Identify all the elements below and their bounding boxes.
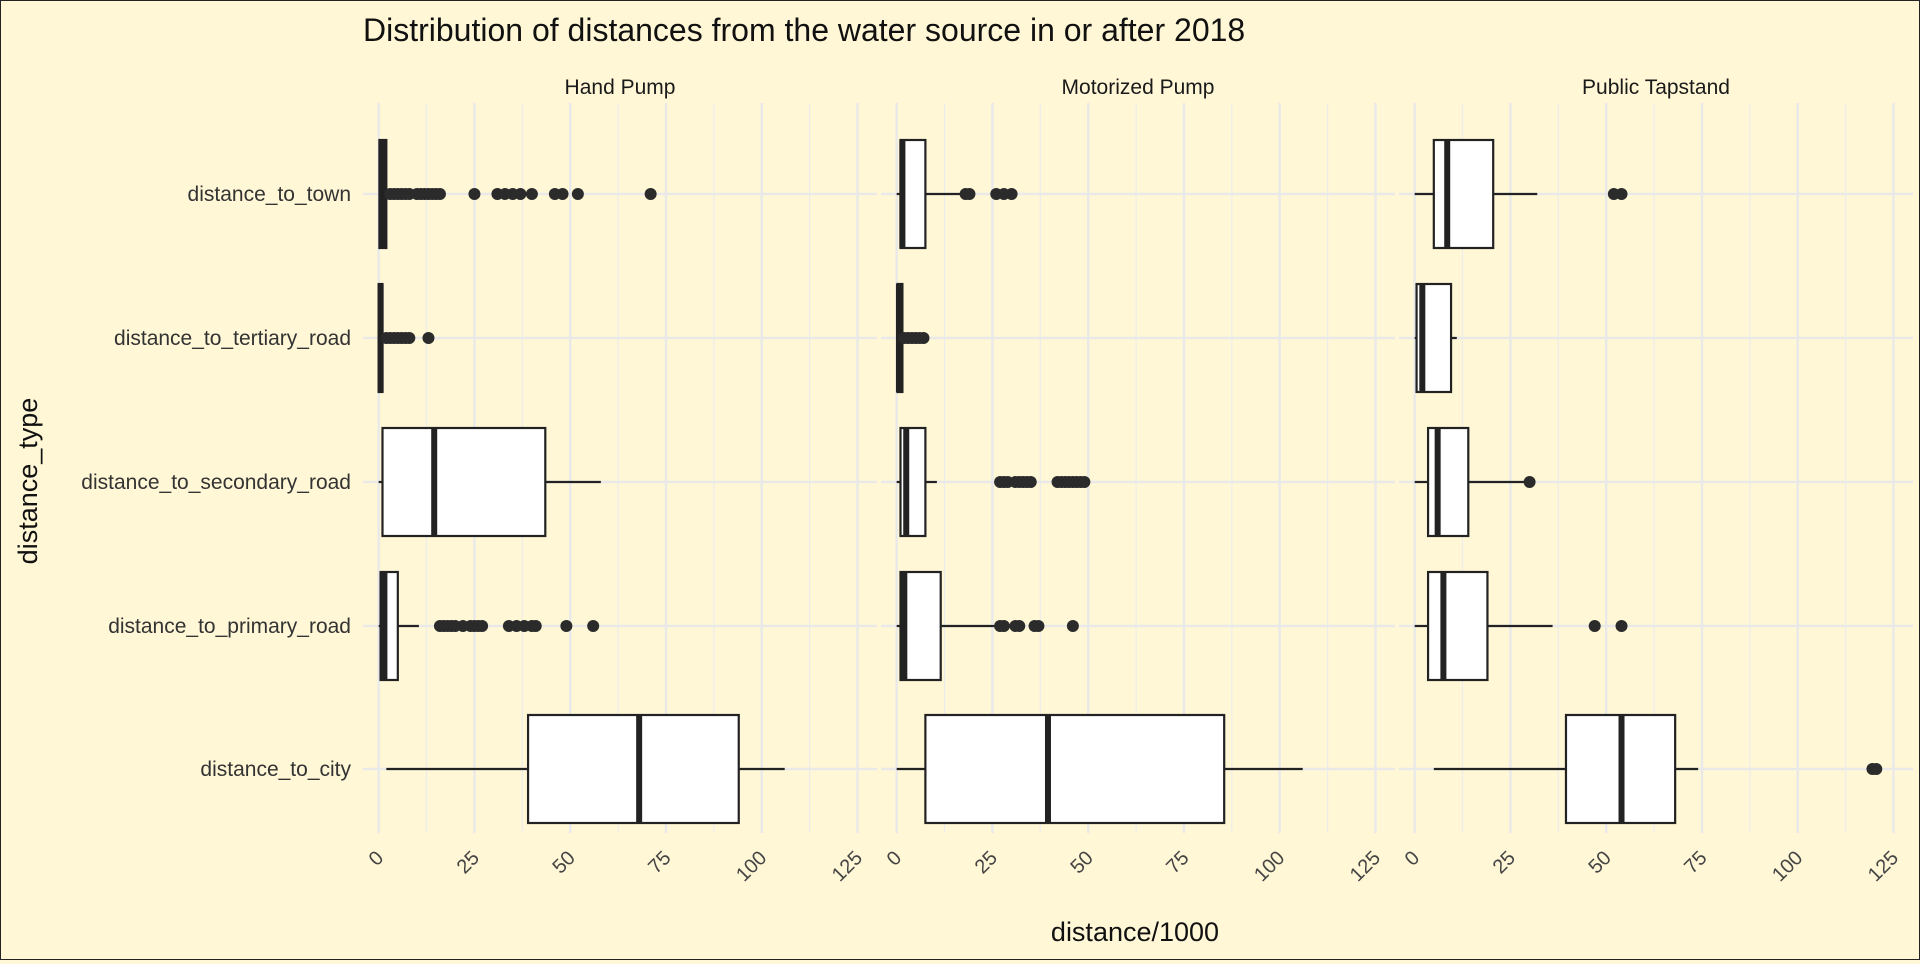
panel-strip-label: Public Tapstand xyxy=(1582,76,1730,99)
iqr-box xyxy=(526,713,740,825)
x-tick-label: 100 xyxy=(732,847,771,886)
chart-title: Distribution of distances from the water… xyxy=(363,12,1245,48)
x-tick-label: 100 xyxy=(1250,847,1289,886)
box-distance_to_primary_road xyxy=(378,570,600,682)
box-distance_to_city xyxy=(896,713,1303,825)
box-distance_to_town xyxy=(896,138,1018,250)
category-labels: distance_to_town distance_to_tertiary_roa… xyxy=(81,183,351,781)
panel-motorized-pump: Motorized Pump 0 25 50 75 100 125 xyxy=(883,76,1385,886)
box-distance_to_tertiary_road xyxy=(1414,282,1457,394)
outlier-point xyxy=(529,620,542,632)
x-tick-label: 25 xyxy=(1489,847,1520,878)
outlier-point xyxy=(556,188,569,200)
outlier-point xyxy=(1615,620,1628,632)
outlier-point xyxy=(997,620,1010,632)
outlier-point xyxy=(644,188,657,200)
panel-hand-pump: Hand Pump 0 25 50 75 100 125 xyxy=(365,76,867,886)
box-distance_to_town xyxy=(1414,138,1628,250)
outlier-point xyxy=(525,188,538,200)
outlier-point xyxy=(1005,188,1018,200)
iqr-box xyxy=(1426,426,1470,538)
box-distance_to_tertiary_road xyxy=(895,282,930,394)
outlier-point xyxy=(1032,620,1045,632)
box-distance_to_primary_road xyxy=(896,570,1079,682)
x-tick-label: 50 xyxy=(1584,847,1615,878)
category-label-distance_to_city: distance_to_city xyxy=(200,758,351,781)
box-distance_to_secondary_road xyxy=(378,426,601,538)
outlier-point xyxy=(514,188,527,200)
x-tick-label: 75 xyxy=(1162,847,1193,878)
y-axis-title: distance_type xyxy=(13,398,43,565)
panel-public-tapstand: Public Tapstand 0 25 50 75 100 125 xyxy=(1401,76,1903,886)
x-tick-label: 125 xyxy=(828,847,867,886)
box-distance_to_town xyxy=(378,138,657,250)
panel-strip-label: Hand Pump xyxy=(565,76,676,99)
outlier-point xyxy=(1078,476,1091,488)
x-tick-label: 125 xyxy=(1346,847,1385,886)
box-distance_to_secondary_road xyxy=(1414,426,1536,538)
x-tick-label: 25 xyxy=(971,847,1002,878)
outlier-point xyxy=(963,188,976,200)
x-tick-label: 50 xyxy=(1066,847,1097,878)
box-distance_to_primary_road xyxy=(1414,570,1628,682)
iqr-box xyxy=(1426,570,1489,682)
category-label-distance_to_tertiary_road: distance_to_tertiary_road xyxy=(114,327,351,350)
panel-strip-label: Motorized Pump xyxy=(1062,76,1215,99)
outlier-point xyxy=(1066,620,1079,632)
category-label-distance_to_primary_road: distance_to_primary_road xyxy=(108,615,351,638)
outlier-point xyxy=(403,332,416,344)
box-distance_to_secondary_road xyxy=(896,426,1091,538)
box-distance_to_city xyxy=(1433,713,1883,825)
outlier-point xyxy=(560,620,573,632)
category-label-distance_to_town: distance_to_town xyxy=(188,183,351,206)
x-tick-label: 75 xyxy=(1680,847,1711,878)
x-tick-label: 125 xyxy=(1864,847,1903,886)
outlier-point xyxy=(587,620,600,632)
box-distance_to_tertiary_road xyxy=(377,282,435,394)
facet-panels: Hand Pump 0 25 50 75 100 125 Motorized Pump 0 25 5… xyxy=(365,76,1903,886)
outlier-point xyxy=(1013,620,1026,632)
outlier-point xyxy=(1024,476,1037,488)
outlier-point xyxy=(1523,476,1536,488)
x-tick-label: 0 xyxy=(883,847,906,870)
x-tick-label: 75 xyxy=(644,847,675,878)
outlier-point xyxy=(571,188,584,200)
outlier-point xyxy=(1588,620,1601,632)
outlier-point xyxy=(476,620,489,632)
outlier-point xyxy=(468,188,481,200)
x-axis-title: distance/1000 xyxy=(1051,917,1219,947)
x-tick-label: 100 xyxy=(1768,847,1807,886)
iqr-box xyxy=(381,426,547,538)
outlier-point xyxy=(1615,188,1628,200)
x-tick-label: 50 xyxy=(548,847,579,878)
iqr-box xyxy=(924,713,1226,825)
outlier-point xyxy=(1870,763,1883,775)
box-distance_to_city xyxy=(386,713,785,825)
outlier-point xyxy=(433,188,446,200)
x-tick-label: 0 xyxy=(365,847,388,870)
iqr-box xyxy=(1432,138,1495,250)
x-tick-label: 0 xyxy=(1401,847,1424,870)
outlier-point xyxy=(917,332,930,344)
outlier-point xyxy=(422,332,435,344)
x-tick-label: 25 xyxy=(453,847,484,878)
category-label-distance_to_secondary_road: distance_to_secondary_road xyxy=(81,471,351,494)
